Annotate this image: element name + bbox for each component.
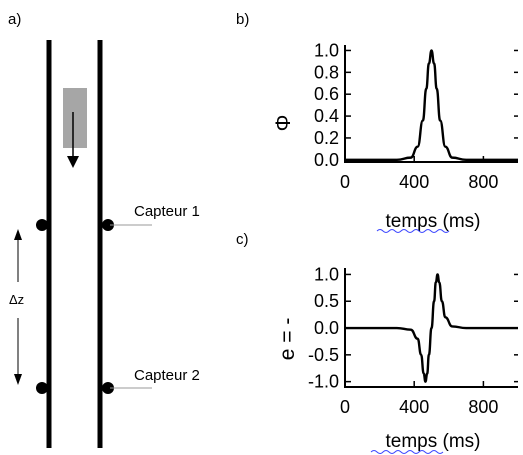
chart-b-axes bbox=[344, 45, 518, 163]
chart-c-ylabel: e = - bbox=[276, 318, 299, 361]
chart-b-xtick-label: 0 bbox=[340, 172, 350, 192]
dz-label: Δz bbox=[9, 292, 24, 307]
chart-b: b) Φ temps (ms) 1.00.80.60.40.20.00 400 80… bbox=[236, 11, 518, 233]
sensor-2-label: Capteur 2 bbox=[134, 367, 200, 384]
sensor-2-right-dot bbox=[102, 382, 114, 394]
sensor-1-left-dot bbox=[36, 219, 48, 231]
chart-b-xlabel: temps (ms) bbox=[386, 211, 481, 232]
chart-c-xtick-label: 0 bbox=[340, 397, 350, 417]
chart-b-ylabel: Φ bbox=[272, 115, 295, 132]
chart-c-xlabel-underline bbox=[370, 450, 444, 454]
chart-c-series-line bbox=[345, 273, 518, 383]
sensor-1-right-dot bbox=[102, 219, 114, 231]
chart-c-ytick-label: 0.0 bbox=[314, 318, 339, 338]
dz-arrowhead-down bbox=[14, 374, 22, 385]
chart-b-ytick-label: 0.6 bbox=[314, 84, 339, 104]
sensor-1-label: Capteur 1 bbox=[134, 203, 200, 220]
chart-c-xtick-label: 400 bbox=[399, 397, 429, 417]
chart-c: c) e = - temps (ms) 1.0 0.5 0.0 -0.5 -1.00 40… bbox=[236, 231, 518, 454]
chart-c-ytick-label: -1.0 bbox=[308, 372, 339, 392]
chart-c-xlabel: temps (ms) bbox=[386, 431, 481, 452]
chart-b-ytick-label: 0.0 bbox=[314, 150, 339, 170]
chart-b-ytick-label: 0.2 bbox=[314, 128, 339, 148]
chart-c-xtick-label: 800 bbox=[468, 397, 498, 417]
chart-b-xtick-label: 800 bbox=[468, 172, 498, 192]
tracer-block bbox=[63, 88, 87, 148]
chart-b-series-line bbox=[345, 49, 518, 162]
chart-b-ytick-label: 0.8 bbox=[314, 62, 339, 82]
chart-b-ytick-label: 1.0 bbox=[314, 40, 339, 60]
panel-a-label: a) bbox=[8, 11, 21, 28]
chart-b-xtick-label: 400 bbox=[399, 172, 429, 192]
chart-b-xlabel-underline bbox=[376, 229, 450, 233]
chart-b-ytick-label: 0.4 bbox=[314, 106, 339, 126]
panel-c-label: c) bbox=[236, 231, 249, 248]
chart-c-ytick-label: 0.5 bbox=[314, 291, 339, 311]
panel-b-label: b) bbox=[236, 11, 249, 28]
sensor-2-left-dot bbox=[36, 382, 48, 394]
chart-c-ytick-label: -0.5 bbox=[308, 345, 339, 365]
dz-arrowhead-up bbox=[14, 229, 22, 240]
chart-c-ytick-label: 1.0 bbox=[314, 264, 339, 284]
